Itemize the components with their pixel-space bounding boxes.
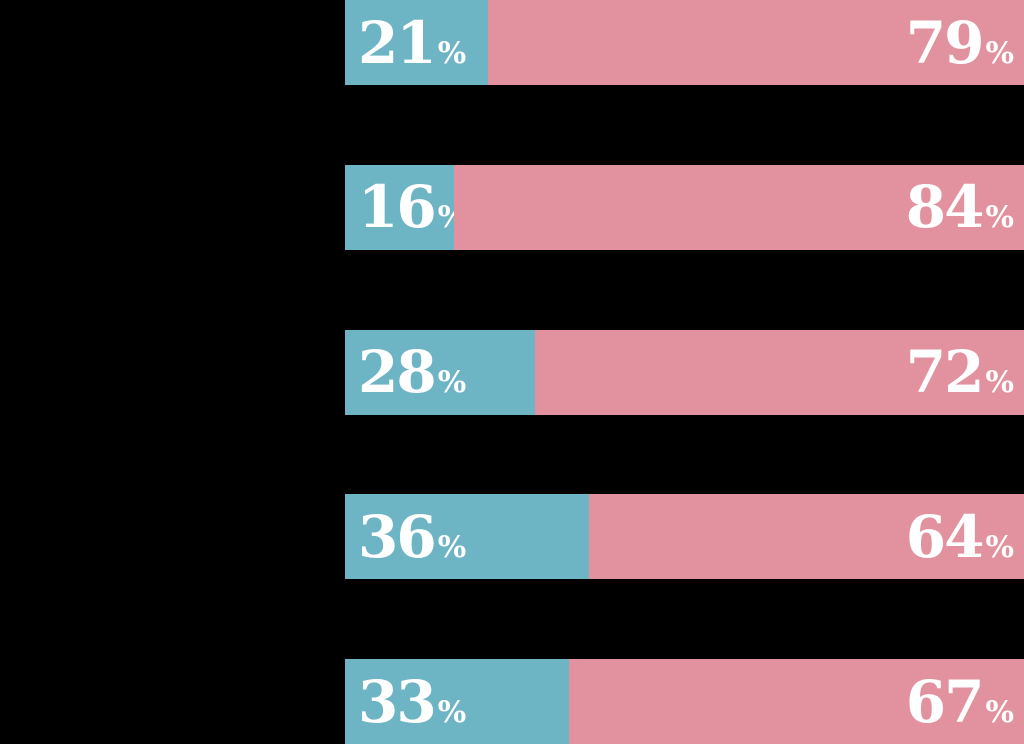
bar-value-left: 36 % (345, 508, 466, 566)
bar-value-left: 28 % (345, 343, 466, 401)
percent-sign: % (985, 529, 1014, 565)
percent-sign: % (437, 529, 467, 565)
bar-value-left: 21 % (345, 14, 466, 72)
bar-value-number: 72 (905, 338, 985, 406)
bar-segment-pink: 79 % (487, 0, 1024, 85)
bar-value-number: 67 (905, 667, 985, 736)
percent-sign: % (985, 200, 1014, 236)
bar-value-number: 64 (905, 502, 985, 571)
bar-value-number: 28 (358, 338, 437, 406)
bar-value-number: 33 (358, 667, 437, 736)
bar-value-number: 16 (358, 173, 437, 242)
bar-value-number: 79 (905, 8, 985, 77)
bar-row: 21 % 79 % (345, 0, 1024, 85)
bar-value-right: 79 % (906, 14, 1024, 72)
bar-value-number: 21 (358, 8, 437, 77)
bar-value-number: 84 (905, 173, 985, 242)
bar-segment-teal: 21 % (345, 0, 488, 85)
bar-value-right: 64 % (906, 508, 1024, 566)
bar-row: 28 % 72 % (345, 329, 1024, 415)
bar-value-right: 72 % (906, 343, 1024, 401)
bar-segment-pink: 67 % (569, 659, 1024, 744)
bar-segment-teal: 33 % (345, 659, 570, 744)
percent-sign: % (985, 35, 1014, 71)
percent-sign: % (985, 694, 1014, 730)
bar-row: 16 % 84 % (345, 164, 1024, 250)
bar-segment-teal: 16 % (345, 164, 466, 250)
bar-row: 36 % 64 % (345, 494, 1024, 580)
bar-segment-teal: 28 % (345, 329, 536, 415)
bar-segment-teal: 36 % (345, 494, 590, 580)
bar-segment-pink: 84 % (453, 164, 1024, 250)
bar-row: 33 % 67 % (345, 659, 1024, 744)
bar-value-right: 67 % (906, 673, 1024, 731)
bar-value-right: 84 % (906, 178, 1024, 236)
percent-sign: % (985, 365, 1014, 400)
bar-segment-pink: 64 % (589, 494, 1024, 580)
bar-value-left: 16 % (345, 178, 466, 236)
bar-value-number: 36 (358, 502, 437, 571)
bar-value-left: 33 % (345, 673, 466, 731)
percent-sign: % (437, 694, 467, 730)
bar-segment-pink: 72 % (535, 329, 1024, 415)
percent-sign: % (437, 365, 467, 400)
percent-sign: % (437, 35, 467, 71)
bar-rows-container: 21 % 79 % 16 % 84 % (345, 0, 1024, 744)
